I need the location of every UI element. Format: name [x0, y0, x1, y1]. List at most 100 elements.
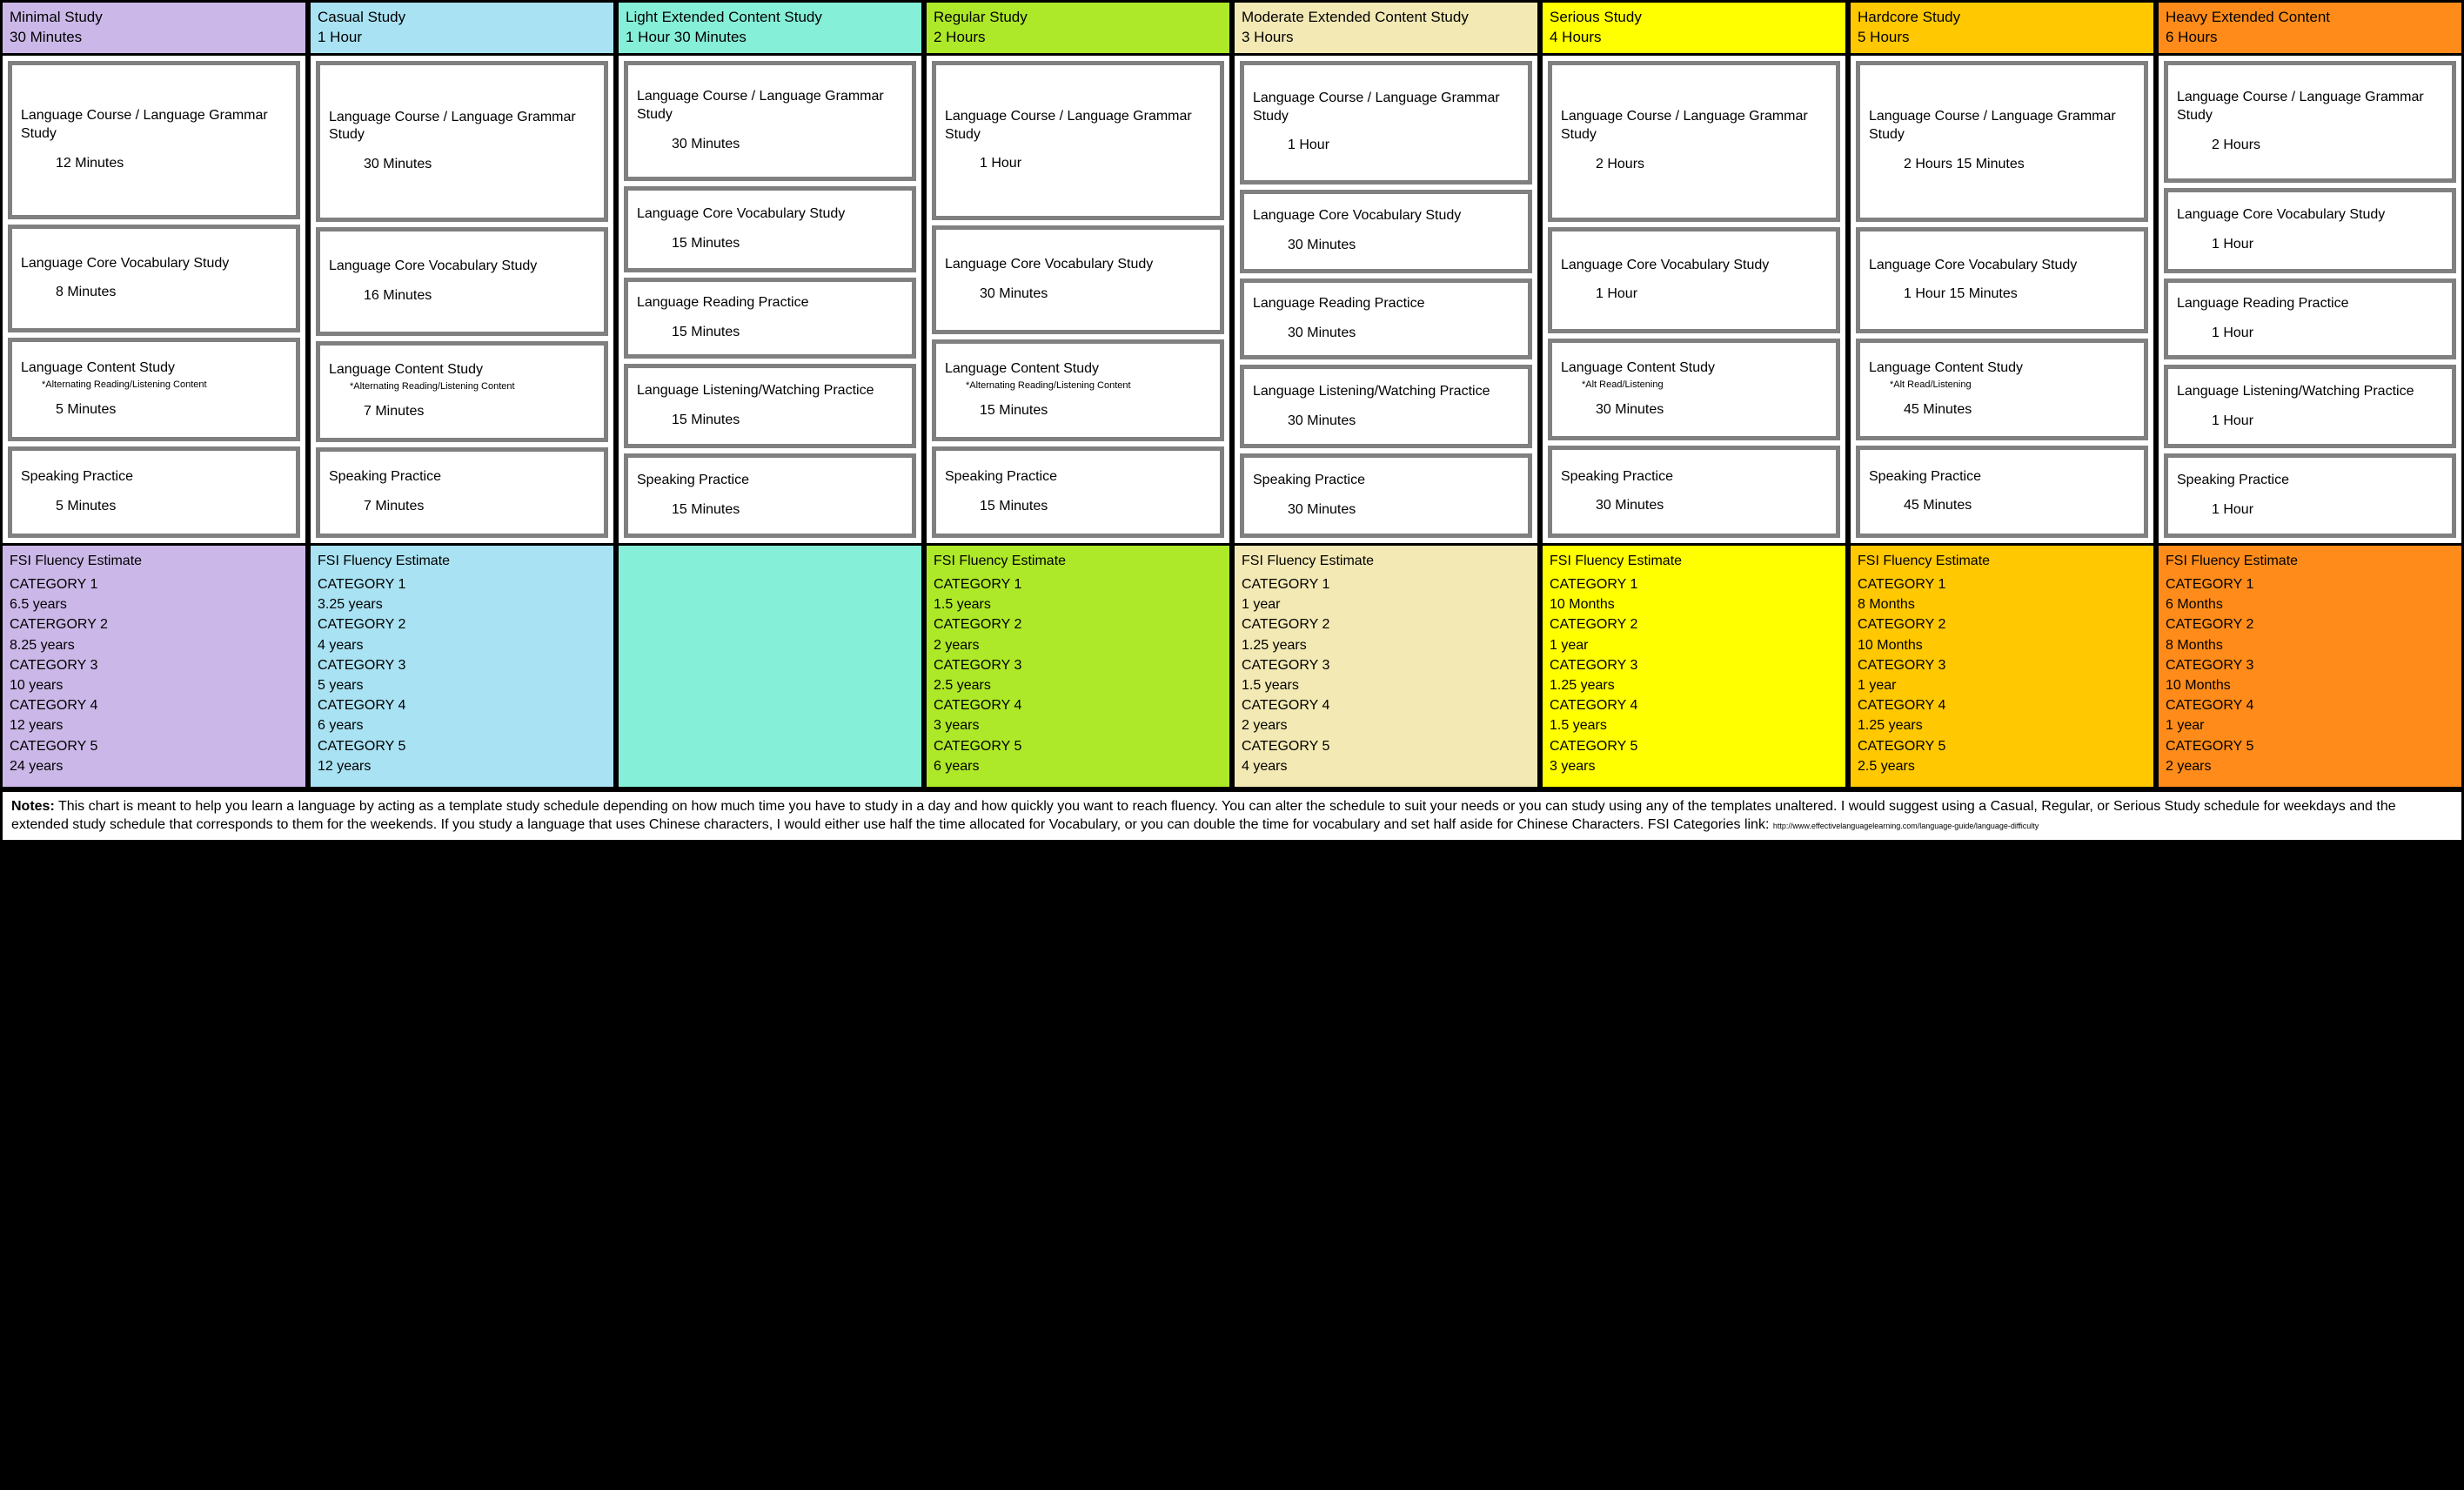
activities-container: Language Course / Language Grammar Study…	[311, 56, 613, 543]
fsi-line: CATEGORY 5	[10, 736, 298, 756]
column-header: Light Extended Content Study1 Hour 30 Mi…	[619, 3, 921, 56]
column-minimal: Minimal Study30 MinutesLanguage Course /…	[0, 0, 308, 789]
fsi-title: FSI Fluency Estimate	[1242, 551, 1530, 571]
activity-label: Language Listening/Watching Practice	[637, 382, 903, 400]
column-casual: Casual Study1 HourLanguage Course / Lang…	[308, 0, 616, 789]
activity-cell: Language Course / Language Grammar Study…	[932, 61, 1224, 221]
fsi-line: CATEGORY 1	[10, 574, 298, 594]
fsi-block	[619, 543, 921, 787]
fsi-line: CATEGORY 1	[1242, 574, 1530, 594]
fsi-title: FSI Fluency Estimate	[1550, 551, 1838, 571]
activity-note: *Alt Read/Listening	[1582, 379, 1827, 390]
activity-time: 30 Minutes	[1253, 413, 1519, 429]
column-title: Heavy Extended Content	[2166, 8, 2454, 28]
fsi-line: CATEGORY 3	[934, 655, 1222, 675]
activity-time: 30 Minutes	[1561, 498, 1827, 513]
activity-label: Language Course / Language Grammar Study	[1869, 108, 2135, 144]
activities-container: Language Course / Language Grammar Study…	[2159, 56, 2461, 543]
fsi-line: 1 year	[1242, 594, 1530, 614]
notes-label: Notes:	[11, 799, 55, 814]
fsi-block: FSI Fluency EstimateCATEGORY 110 MonthsC…	[1543, 543, 1845, 787]
activity-label: Speaking Practice	[1869, 468, 2135, 487]
fsi-line: CATEGORY 4	[10, 695, 298, 715]
fsi-line: CATEGORY 5	[1858, 736, 2146, 756]
activity-label: Language Course / Language Grammar Study	[945, 108, 1211, 144]
activity-time: 30 Minutes	[1253, 502, 1519, 518]
activity-cell: Language Core Vocabulary Study30 Minutes	[932, 225, 1224, 333]
fsi-line: 1.25 years	[1550, 675, 1838, 695]
notes-link: http://www.effectivelanguagelearning.com…	[1773, 822, 2039, 830]
fsi-block: FSI Fluency Estimate CATEGORY 11 yearCATE…	[1235, 543, 1537, 787]
fsi-line: CATEGORY 3	[2166, 655, 2454, 675]
activity-time: 30 Minutes	[1253, 238, 1519, 253]
fsi-line: CATEGORY 2	[1858, 614, 2146, 634]
activity-time: 15 Minutes	[945, 403, 1211, 419]
fsi-line: CATERGORY 2	[10, 614, 298, 634]
activity-label: Speaking Practice	[1253, 472, 1519, 490]
fsi-line: 1.5 years	[1242, 675, 1530, 695]
fsi-line: CATEGORY 1	[1550, 574, 1838, 594]
activity-cell: Language Core Vocabulary Study16 Minutes	[316, 227, 608, 336]
activity-time: 45 Minutes	[1869, 402, 2135, 418]
column-header: Regular Study2 Hours	[927, 3, 1229, 56]
activity-time: 8 Minutes	[21, 285, 287, 300]
column-header: Moderate Extended Content Study3 Hours	[1235, 3, 1537, 56]
activity-cell: Language Course / Language Grammar Study…	[8, 61, 300, 219]
activity-label: Language Course / Language Grammar Study	[329, 109, 595, 145]
activity-label: Language Core Vocabulary Study	[945, 256, 1211, 274]
fsi-line: 4 years	[318, 635, 606, 655]
column-title: Serious Study	[1550, 8, 1838, 28]
fsi-line: 5 years	[318, 675, 606, 695]
activity-time: 30 Minutes	[1561, 402, 1827, 418]
activity-time: 7 Minutes	[329, 404, 595, 419]
fsi-block: FSI Fluency EstimateCATEGORY 16.5 yearsC…	[3, 543, 305, 787]
fsi-line: 1.25 years	[1858, 715, 2146, 735]
column-header: Minimal Study30 Minutes	[3, 3, 305, 56]
fsi-line: 10 years	[10, 675, 298, 695]
fsi-line: 1.25 years	[1242, 635, 1530, 655]
activity-cell: Language Reading Practice15 Minutes	[624, 278, 916, 359]
activity-time: 1 Hour	[2177, 326, 2443, 341]
activity-time: 2 Hours	[1561, 157, 1827, 172]
activity-time: 15 Minutes	[637, 413, 903, 428]
fsi-title: FSI Fluency Estimate	[2166, 551, 2454, 571]
fsi-line: CATEGORY 2	[1550, 614, 1838, 634]
activity-cell: Language Course / Language Grammar Study…	[1548, 61, 1840, 222]
activity-cell: Speaking Practice 30 Minutes	[1240, 453, 1532, 537]
activity-time: 15 Minutes	[637, 325, 903, 340]
fsi-line: 1 year	[1550, 635, 1838, 655]
activity-cell: Language Core Vocabulary Study15 Minutes	[624, 186, 916, 272]
activity-cell: Speaking Practice1 Hour	[2164, 453, 2456, 537]
column-light-ext: Light Extended Content Study1 Hour 30 Mi…	[616, 0, 924, 789]
activity-label: Language Course / Language Grammar Study	[2177, 89, 2443, 125]
fsi-line: 3.25 years	[318, 594, 606, 614]
activity-cell: Language Reading Practice1 Hour	[2164, 279, 2456, 359]
fsi-line: CATEGORY 3	[318, 655, 606, 675]
activity-note: *Alternating Reading/Listening Content	[966, 380, 1211, 391]
activity-cell: Speaking Practice7 Minutes	[316, 447, 608, 538]
fsi-line: CATEGORY 5	[2166, 736, 2454, 756]
fsi-line: 3 years	[934, 715, 1222, 735]
activity-time: 2 Hours 15 Minutes	[1869, 157, 2135, 172]
fsi-line: 2.5 years	[934, 675, 1222, 695]
activity-label: Language Core Vocabulary Study	[1253, 207, 1519, 225]
column-title: Hardcore Study	[1858, 8, 2146, 28]
activity-cell: Language Core Vocabulary Study8 Minutes	[8, 225, 300, 332]
notes-row: Notes: This chart is meant to help you l…	[0, 789, 2464, 842]
activity-label: Speaking Practice	[1561, 468, 1827, 487]
activity-cell: Language Course / Language Grammar Study…	[1240, 61, 1532, 185]
fsi-line: CATEGORY 2	[1242, 614, 1530, 634]
activity-time: 1 Hour	[1561, 286, 1827, 302]
fsi-line: 2 years	[934, 635, 1222, 655]
column-serious: Serious Study4 HoursLanguage Course / La…	[1540, 0, 1848, 789]
activity-cell: Speaking Practice 30 Minutes	[1548, 446, 1840, 538]
fsi-line: 8 Months	[2166, 635, 2454, 655]
activity-cell: Language Content Study*Alternating Readi…	[316, 341, 608, 442]
activity-cell: Language Core Vocabulary Study1 Hour 15 …	[1856, 227, 2148, 333]
activity-cell: Language Listening/Watching Practice 15 M…	[624, 364, 916, 448]
activity-label: Language Content Study	[1869, 359, 2135, 378]
activities-container: Language Course / Language Grammar Study…	[927, 56, 1229, 543]
fsi-line: CATEGORY 1	[1858, 574, 2146, 594]
activity-cell: Language Listening/Watching Practice30 M…	[1240, 365, 1532, 448]
column-duration: 5 Hours	[1858, 28, 2146, 48]
